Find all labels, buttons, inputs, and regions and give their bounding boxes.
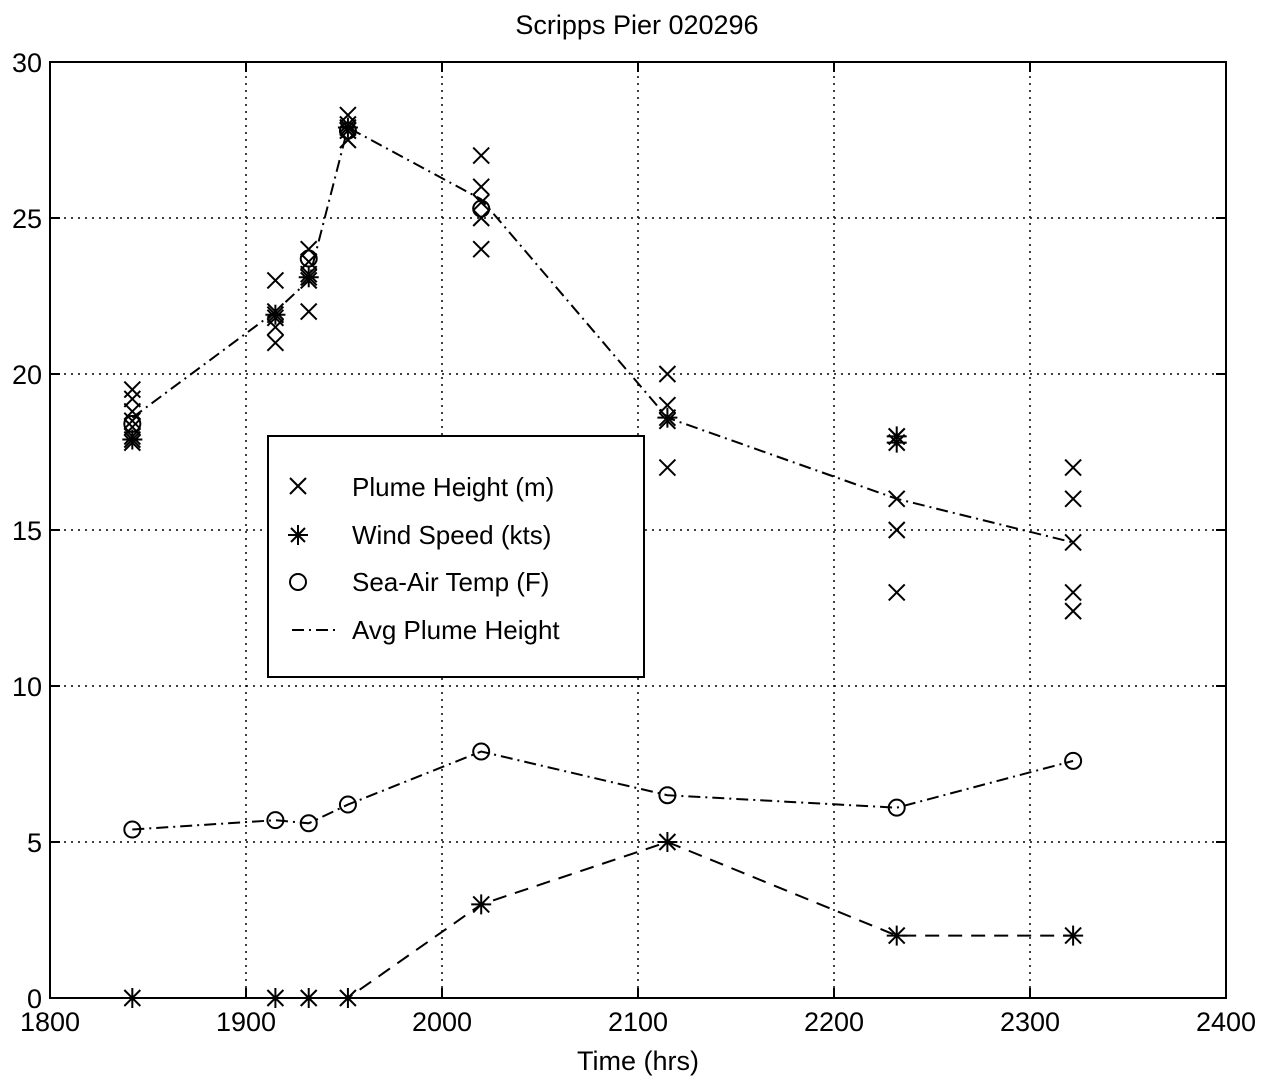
series-2-line <box>132 750 1074 831</box>
series-0-marker <box>1064 490 1082 508</box>
series-1-marker <box>298 988 319 1008</box>
x-tick-label: 2200 <box>804 1007 864 1037</box>
series-1-marker <box>298 267 319 288</box>
series-0-marker <box>888 490 906 508</box>
x-tick-marks: 1800 1900 2000 2100 2200 2300 2400 <box>20 62 1256 1037</box>
x-tick-label: 2000 <box>412 1007 472 1037</box>
series-2-marker <box>658 786 677 805</box>
series-2-marker <box>299 814 318 833</box>
series-0-marker <box>123 412 142 430</box>
series-0-marker <box>123 390 142 408</box>
legend-marker-sea-air-temp <box>289 573 307 591</box>
x-tick-label: 1800 <box>20 1007 80 1037</box>
series-0-marker <box>339 131 357 149</box>
series-0-marker <box>658 458 677 477</box>
series-0-marker <box>472 178 490 196</box>
y-tick-label: 15 <box>12 516 42 546</box>
series-1-marker <box>886 925 907 946</box>
series-0-marker <box>1064 583 1082 602</box>
y-tick-label: 20 <box>12 360 42 390</box>
y-tick-label: 25 <box>12 204 42 234</box>
data-markers <box>122 106 1084 1008</box>
legend-label-sea-air-temp: Sea-Air Temp (F) <box>352 567 549 597</box>
series-1-marker <box>337 988 358 1008</box>
legend-marker-wind-speed <box>288 525 308 545</box>
series-1-marker <box>886 432 907 453</box>
legend-box <box>267 435 645 678</box>
series-0-marker <box>658 365 677 383</box>
series-0-marker <box>472 240 490 258</box>
series-1-marker <box>265 304 286 325</box>
series-2-marker <box>887 798 906 817</box>
x-tick-label: 2300 <box>1000 1007 1060 1037</box>
legend-label-avg-plume-height: Avg Plume Height <box>352 615 560 645</box>
chart-title: Scripps Pier 020296 <box>515 10 758 40</box>
series-0-marker <box>123 380 142 399</box>
series-2-marker <box>338 121 357 140</box>
y-tick-label: 5 <box>27 828 42 858</box>
series-0-marker <box>266 334 285 352</box>
series-1-marker <box>265 988 286 1008</box>
series-0-marker <box>472 193 490 212</box>
legend-label-plume-height: Plume Height (m) <box>352 472 554 502</box>
legend-marker-plume-height <box>289 477 307 495</box>
series-2-marker <box>123 414 142 433</box>
y-tick-label: 0 <box>27 984 42 1014</box>
series-2-marker <box>299 249 318 268</box>
series-1-marker <box>471 894 492 915</box>
series-0-marker <box>300 252 318 271</box>
series-1-marker <box>657 407 678 428</box>
x-tick-label: 2100 <box>608 1007 668 1037</box>
series-2-marker <box>266 811 285 830</box>
x-tick-label: 1900 <box>216 1007 276 1037</box>
series-0-marker <box>888 521 906 539</box>
series-0-marker <box>300 240 318 258</box>
series-0-marker <box>658 396 677 414</box>
series-0-marker <box>266 271 285 290</box>
series-0-marker <box>472 209 490 227</box>
series-0-marker <box>888 583 906 602</box>
legend-label-wind-speed: Wind Speed (kts) <box>352 520 551 550</box>
series-2-marker <box>123 820 142 839</box>
y-tick-label: 30 <box>12 48 42 78</box>
series-0-marker <box>300 302 318 321</box>
series-0-marker <box>1064 533 1082 552</box>
series-0-marker <box>472 146 490 165</box>
series-1-marker <box>122 988 143 1008</box>
y-tick-marks: 0 5 10 15 20 25 30 <box>12 48 1226 1014</box>
series-0-marker <box>1064 602 1082 620</box>
grid-lines <box>50 62 1226 998</box>
x-tick-label: 2400 <box>1196 1007 1256 1037</box>
series-2-marker <box>338 795 357 814</box>
series-1-line <box>132 840 1074 999</box>
series-1-marker <box>1063 925 1084 946</box>
x-axis-label: Time (hrs) <box>577 1046 699 1076</box>
legend: Plume Height (m) Wind Speed (kts) Sea-Ai… <box>267 435 645 678</box>
y-tick-label: 10 <box>12 672 42 702</box>
series-0-marker <box>266 318 285 336</box>
series-1-marker <box>657 832 678 852</box>
series-2-marker <box>472 199 491 218</box>
series-2-marker <box>1064 751 1083 770</box>
series-2-marker <box>472 742 491 761</box>
series-0-marker <box>1064 458 1082 477</box>
